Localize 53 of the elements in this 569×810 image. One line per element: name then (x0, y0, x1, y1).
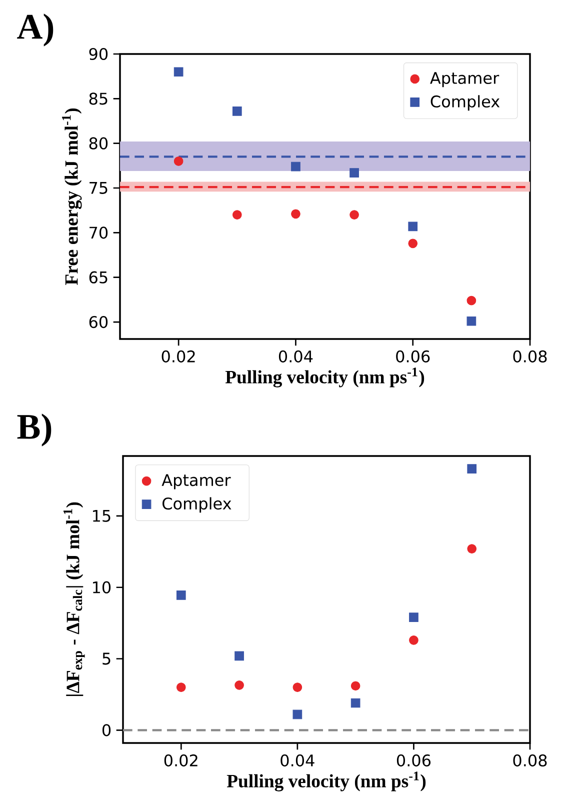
legend-label: Aptamer (430, 72, 500, 88)
point (176, 682, 186, 692)
y-tick-label: 75 (90, 182, 108, 194)
y-tick-label: 15 (93, 510, 110, 522)
x-tick-label: 0.08 (513, 754, 547, 766)
x-axis-title: Pulling velocity (nm ps$^{-1}$) (226, 772, 426, 792)
point (234, 651, 244, 661)
point (408, 222, 418, 232)
point (409, 636, 418, 645)
point (174, 67, 184, 77)
point (466, 296, 476, 306)
point (409, 612, 418, 622)
point (291, 209, 300, 219)
point (291, 162, 300, 172)
point (176, 590, 186, 600)
x-tick-label: 0.02 (162, 350, 195, 362)
y-tick-label: 70 (90, 226, 108, 239)
point (350, 168, 359, 178)
y-tick-label: 60 (89, 316, 108, 328)
y-axis-title: |ΔF$_{exp}$ - ΔF$_{calc}$| (kJ mol$^{-1}$) (64, 502, 85, 696)
legend-label: Aptamer (162, 474, 231, 490)
point (408, 238, 418, 248)
point (292, 710, 302, 720)
y-tick-label: 90 (89, 48, 108, 60)
y-axis-title: Free energy (kJ mol$^{-1}$) (62, 108, 82, 285)
point (350, 210, 359, 220)
legend-label: Complex (162, 497, 232, 513)
x-tick-label: 0.02 (164, 754, 198, 766)
point (466, 316, 476, 326)
chart-title: B) (17, 414, 52, 446)
x-tick-label: 0.04 (280, 754, 314, 766)
y-tick-label: 0 (102, 724, 111, 736)
point (232, 106, 242, 116)
point (232, 210, 242, 220)
y-tick-label: 85 (89, 92, 108, 105)
y-tick-label: 5 (102, 652, 110, 665)
x-tick-label: 0.06 (396, 350, 430, 362)
y-tick-label: 65 (89, 271, 108, 284)
y-tick-label: 80 (89, 137, 108, 150)
x-tick-label: 0.06 (396, 754, 431, 766)
point (174, 156, 184, 166)
point (467, 464, 477, 474)
x-tick-label: 0.04 (278, 350, 313, 362)
legend-label: Complex (430, 95, 500, 111)
chart-title: A) (17, 14, 54, 46)
x-axis-title: Pulling velocity (nm ps$^{-1}$) (225, 368, 424, 388)
point (292, 682, 302, 692)
point (234, 680, 244, 690)
point (350, 681, 360, 691)
y-tick-label: 10 (93, 581, 111, 594)
point (350, 698, 360, 708)
point (467, 544, 477, 554)
x-tick-label: 0.08 (513, 350, 547, 362)
